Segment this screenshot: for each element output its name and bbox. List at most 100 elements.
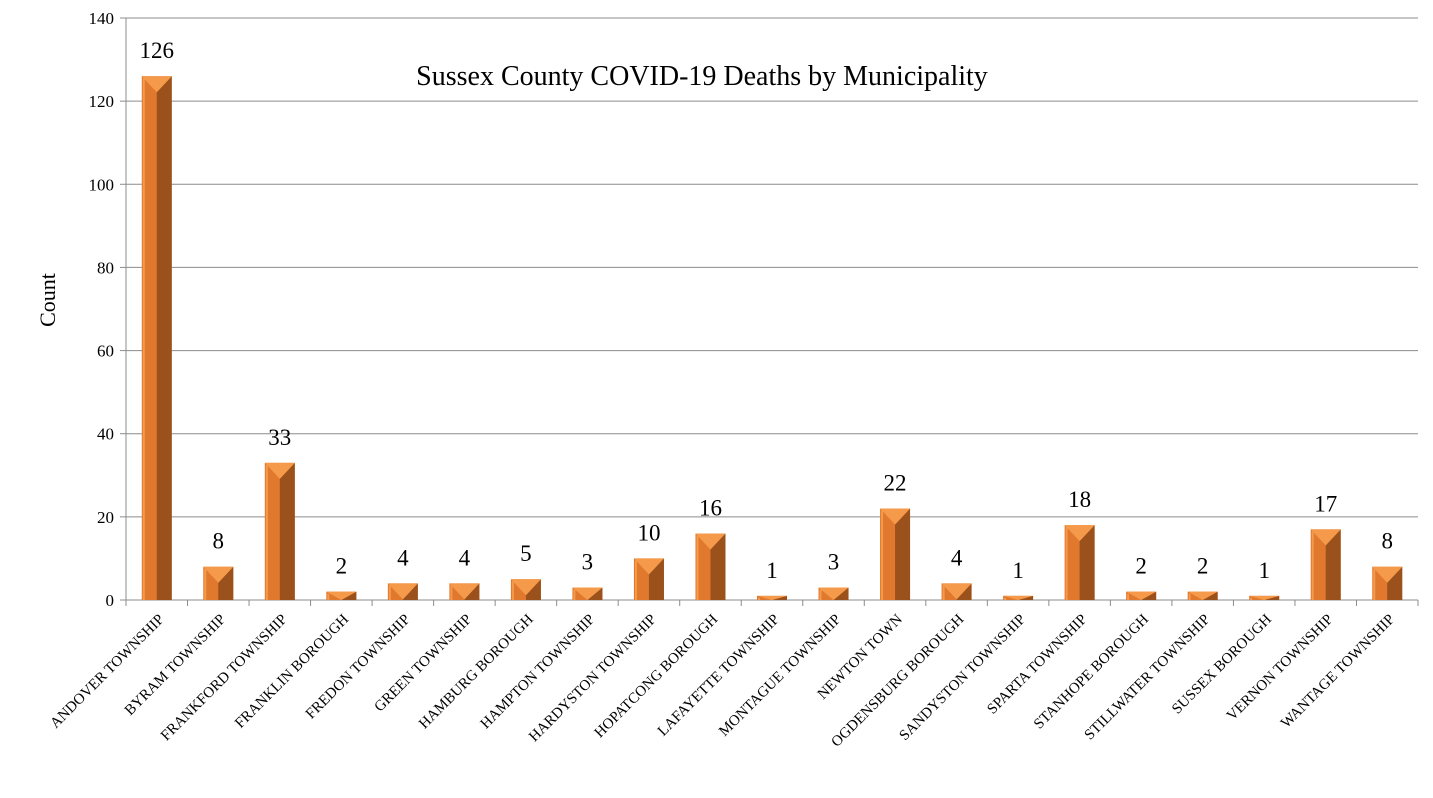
bar-shade [1202, 591, 1218, 600]
data-label: 5 [520, 541, 532, 566]
y-tick-label: 120 [89, 92, 115, 111]
bar-top-bevel [818, 587, 849, 600]
bar [264, 462, 295, 600]
y-tick-label: 140 [89, 9, 115, 28]
bar [941, 583, 972, 600]
data-label: 17 [1314, 491, 1337, 516]
x-tick-label: VERNON TOWNSHIP [1224, 612, 1337, 725]
data-label: 4 [397, 545, 409, 570]
x-tick-label: MONTAGUE TOWNSHIP [716, 612, 844, 740]
x-tick-label: STANHOPE BOROUGH [1031, 611, 1152, 732]
bar-top-bevel [633, 558, 664, 575]
bar-shade [464, 583, 480, 600]
bar-top-bevel [1126, 591, 1157, 600]
x-tick-label: HAMBURG BOROUGH [416, 611, 537, 732]
x-tick-label: HARDYSTON TOWNSHIP [526, 612, 660, 746]
bar-top-bevel [264, 462, 295, 479]
bar [141, 76, 172, 600]
data-label: 4 [951, 545, 963, 570]
bar-top-bevel [880, 508, 911, 525]
data-label: 18 [1068, 487, 1091, 512]
data-label: 8 [1381, 529, 1393, 554]
y-tick-label: 20 [97, 508, 114, 527]
bar-top-bevel [510, 579, 541, 596]
bar-shade [218, 566, 234, 600]
x-tick-label: HOPATCONG BOROUGH [592, 611, 722, 741]
data-label: 2 [1135, 554, 1147, 579]
data-label: 3 [582, 550, 594, 575]
bar-shade [1018, 595, 1034, 600]
data-label: 4 [459, 545, 471, 570]
y-tick-label: 80 [97, 258, 114, 277]
x-tick-label: FRANKLIN BOROUGH [232, 611, 352, 731]
bar [1372, 566, 1403, 600]
bar [1064, 525, 1095, 600]
x-tick-label: SANDYSTON TOWNSHIP [896, 612, 1028, 744]
x-tick-label: ANDOVER TOWNSHIP [47, 612, 167, 732]
gridlines [126, 17, 1418, 518]
y-tick-label: 40 [97, 425, 114, 444]
x-tick-label: BYRAM TOWNSHIP [122, 612, 229, 719]
data-label: 33 [268, 425, 291, 450]
bar-top-bevel [572, 587, 603, 600]
bar [1310, 529, 1341, 600]
bar [695, 533, 726, 600]
y-tick-labels: 0 20 40 60 80 100 120 140 [89, 9, 115, 610]
y-tick-label: 60 [97, 342, 114, 361]
x-tick-label: FRANKFORD TOWNSHIP [158, 612, 291, 745]
data-label: 8 [213, 529, 225, 554]
bar-shade [648, 558, 664, 600]
bar [1187, 591, 1218, 600]
bar-top-bevel [1310, 529, 1341, 546]
bar-top-bevel [1003, 595, 1034, 600]
bar [449, 583, 480, 600]
bar-top-bevel [326, 591, 357, 600]
bar-shade [1141, 591, 1157, 600]
y-tick-label: 100 [89, 175, 115, 194]
y-tick-label: 0 [106, 591, 115, 610]
data-label: 22 [884, 471, 907, 496]
x-tick-label: STILLWATER TOWNSHIP [1082, 612, 1214, 744]
data-label: 1 [1012, 558, 1024, 583]
bar [510, 579, 541, 600]
bar-top-bevel [757, 595, 787, 600]
bar-top-bevel [695, 533, 726, 550]
bar [203, 566, 234, 600]
bar-shade [710, 533, 726, 600]
data-label: 1 [766, 558, 778, 583]
bar-top-bevel [203, 566, 234, 583]
data-label: 16 [699, 495, 722, 520]
x-tick-label: FREDON TOWNSHIP [303, 612, 414, 723]
data-label: 3 [828, 550, 840, 575]
data-label: 2 [1197, 554, 1209, 579]
bar-shade [279, 462, 295, 600]
bar [818, 587, 849, 600]
bars [141, 76, 1403, 600]
bar-top-bevel [387, 583, 418, 600]
bar-shade [156, 76, 172, 600]
data-label: 126 [140, 38, 175, 63]
bar-shade [1079, 525, 1095, 600]
data-label: 1 [1258, 558, 1270, 583]
bar-top-bevel [449, 583, 480, 600]
bar-top-bevel [1187, 591, 1218, 600]
x-tick-label: OGDENSBURG BOROUGH [828, 611, 967, 750]
bar [387, 583, 418, 600]
x-tick-label: LAFAYETTE TOWNSHIP [655, 612, 783, 740]
bar-shade [1387, 566, 1403, 600]
bar [633, 558, 664, 600]
bar-shade [956, 583, 972, 600]
x-tick-label: WANTAGE TOWNSHIP [1278, 612, 1398, 732]
data-label: 2 [336, 554, 348, 579]
bar-shade [1325, 529, 1341, 600]
bar [572, 587, 603, 600]
bar-shade [895, 508, 911, 600]
bar-top-bevel [1064, 525, 1095, 542]
bar [326, 591, 357, 600]
bar-shade [341, 591, 357, 600]
axes [120, 17, 1419, 606]
bar [880, 508, 911, 600]
bar-shade [525, 579, 541, 600]
